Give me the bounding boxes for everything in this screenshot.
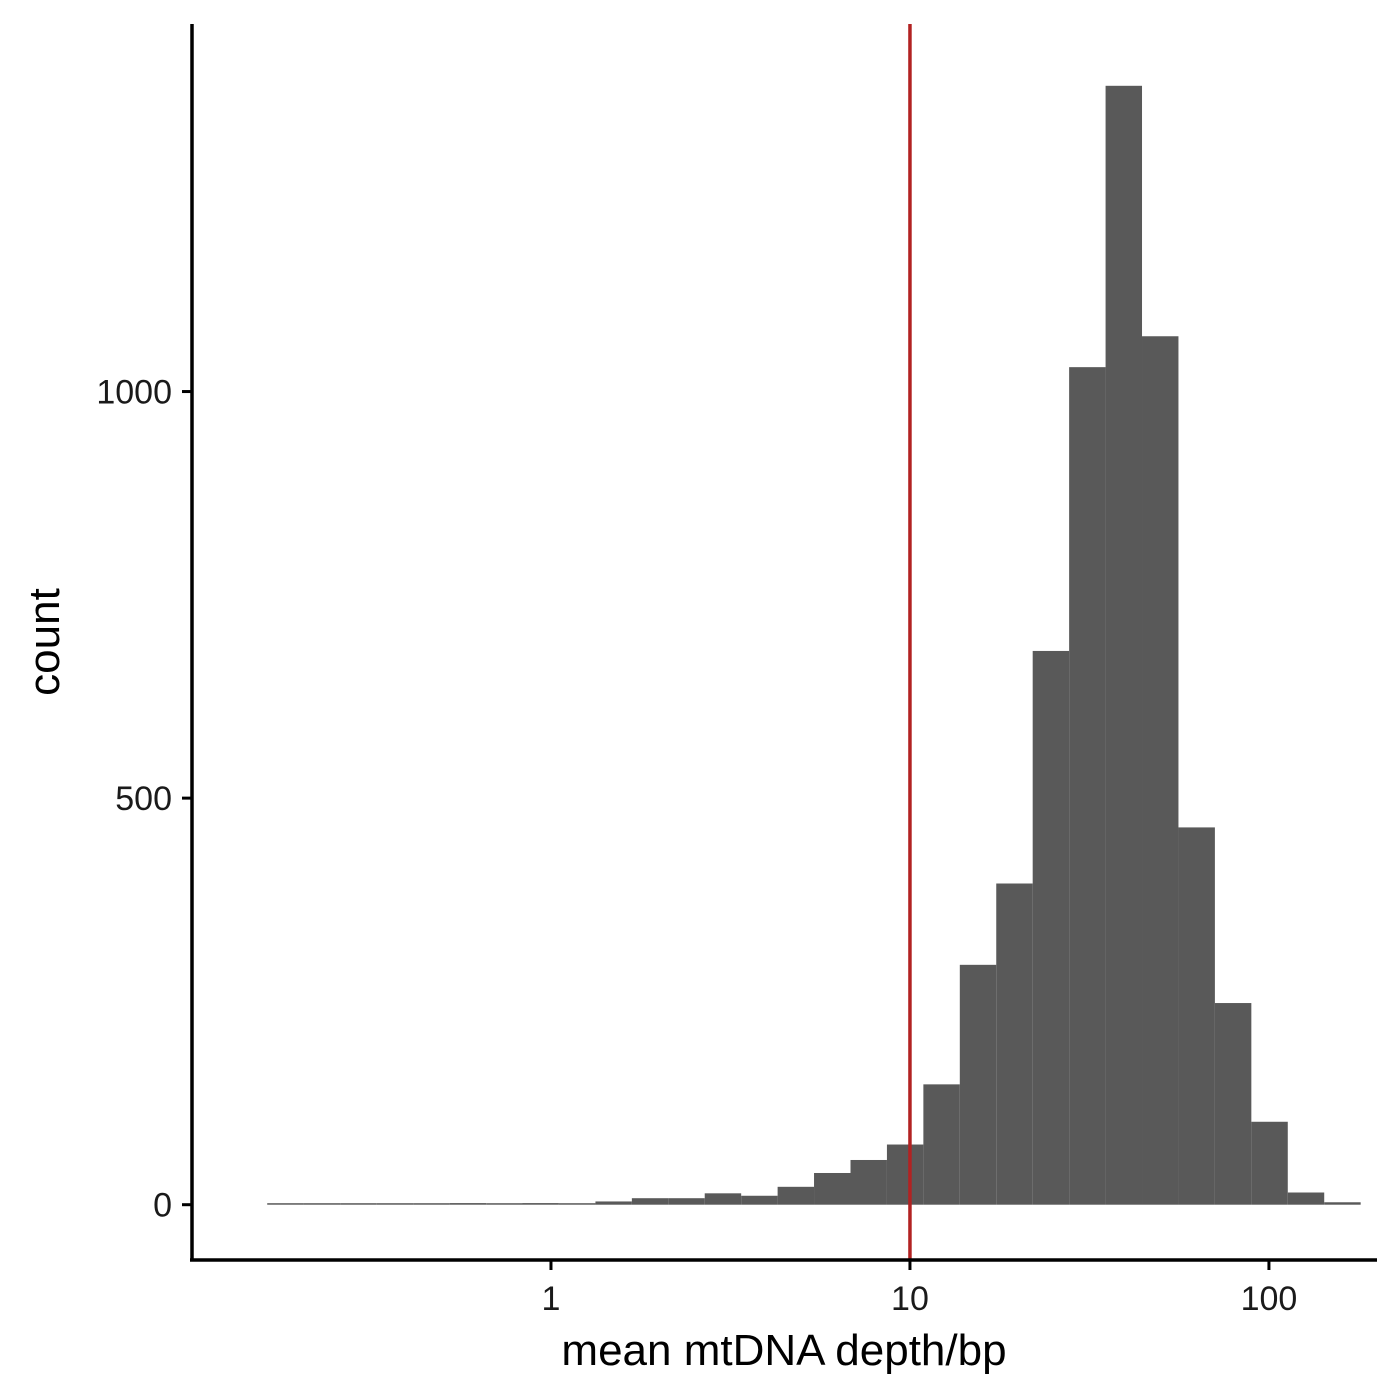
x-axis-title: mean mtDNA depth/bp bbox=[561, 1326, 1006, 1375]
histogram-bar bbox=[340, 1203, 377, 1205]
histogram-bar bbox=[1251, 1121, 1288, 1205]
y-axis-title: count bbox=[20, 588, 69, 696]
histogram-bar bbox=[449, 1203, 487, 1205]
histogram-bar bbox=[1287, 1192, 1325, 1205]
y-tick-label: 1000 bbox=[96, 374, 172, 412]
histogram-bar bbox=[376, 1203, 414, 1205]
histogram-bar bbox=[668, 1198, 705, 1205]
x-tick-label: 100 bbox=[1241, 1280, 1298, 1318]
histogram-bar bbox=[741, 1195, 778, 1205]
histogram-bar bbox=[1142, 336, 1179, 1205]
y-tick-label: 500 bbox=[115, 780, 172, 818]
histogram-bar bbox=[267, 1203, 304, 1205]
histogram-bar bbox=[413, 1203, 450, 1205]
y-tick-label: 0 bbox=[153, 1187, 172, 1225]
histogram-bar bbox=[303, 1203, 341, 1205]
histogram-bar bbox=[558, 1203, 596, 1205]
histogram-bar bbox=[850, 1159, 887, 1205]
y-axis-ticks: 0 500 1000 bbox=[96, 374, 192, 1225]
histogram-bar bbox=[814, 1172, 851, 1205]
histogram-bar bbox=[1178, 827, 1215, 1205]
histogram-bar bbox=[886, 1144, 924, 1205]
histogram-bar bbox=[959, 964, 997, 1205]
histogram-bar bbox=[1105, 85, 1143, 1205]
x-tick-label: 1 bbox=[542, 1280, 561, 1318]
histogram-bar bbox=[996, 883, 1033, 1205]
histogram-bar bbox=[1069, 367, 1106, 1205]
histogram-bar bbox=[923, 1084, 960, 1205]
x-tick-label: 10 bbox=[891, 1280, 929, 1318]
x-axis-ticks: 1 10 100 bbox=[542, 1260, 1298, 1318]
histogram-bars bbox=[267, 85, 1361, 1205]
histogram-bar bbox=[522, 1203, 559, 1205]
histogram-bar bbox=[777, 1186, 815, 1205]
histogram-bar bbox=[631, 1198, 669, 1205]
histogram-bar bbox=[1214, 1003, 1252, 1205]
histogram-bar bbox=[486, 1203, 523, 1205]
histogram-bar bbox=[1324, 1202, 1361, 1205]
histogram-bar bbox=[595, 1201, 632, 1205]
histogram-bar bbox=[704, 1193, 742, 1205]
histogram-bar bbox=[1032, 650, 1070, 1205]
